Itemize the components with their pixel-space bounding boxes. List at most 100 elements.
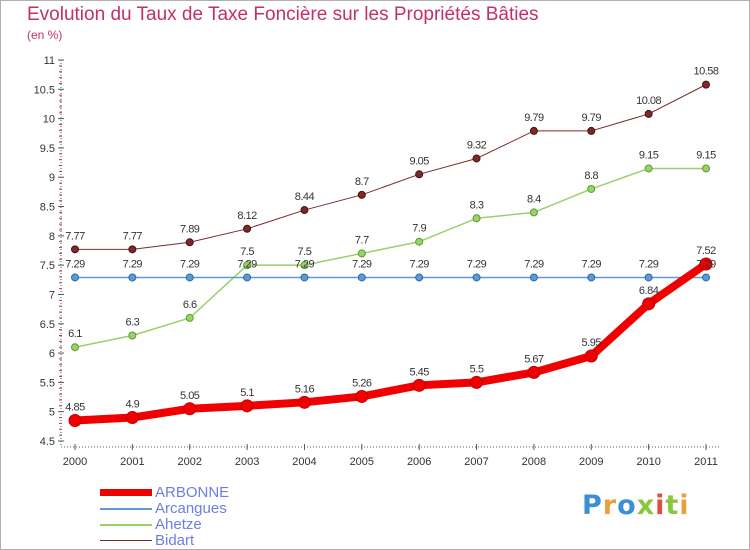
x-tick-label: 2009 xyxy=(579,456,603,468)
data-label-ahetze: 6.6 xyxy=(183,299,197,311)
y-tick-label: 10 xyxy=(43,114,55,126)
y-tick-label: 8.5 xyxy=(40,202,55,214)
data-label-arcangues: 7.29 xyxy=(467,258,487,270)
data-point-arbonne xyxy=(68,413,82,427)
data-point-arbonne xyxy=(412,378,426,392)
data-label-ahetze: 7.5 xyxy=(240,246,254,258)
y-tick-label: 6 xyxy=(49,348,55,360)
x-tick-label: 2001 xyxy=(120,456,144,468)
x-tick-label: 2008 xyxy=(522,456,546,468)
x-tick-label: 2006 xyxy=(407,456,431,468)
data-label-ahetze: 9.15 xyxy=(639,149,659,161)
y-tick-label: 10.5 xyxy=(34,84,55,96)
data-label-ahetze: 6.3 xyxy=(125,316,139,328)
legend-label: Bidart xyxy=(155,532,195,549)
legend-swatch xyxy=(100,524,152,526)
y-tick-label: 8 xyxy=(49,231,55,243)
data-point-arbonne xyxy=(584,349,598,363)
data-label-arcangues: 7.29 xyxy=(295,258,315,270)
data-label-arcangues: 7.29 xyxy=(123,258,143,270)
data-point-ahetze xyxy=(472,214,481,223)
data-label-arbonne: 5.45 xyxy=(409,366,429,378)
y-tick-label: 7 xyxy=(49,289,55,301)
data-point-arcangues xyxy=(128,273,137,282)
data-label-ahetze: 7.7 xyxy=(355,234,369,246)
data-label-arbonne: 5.16 xyxy=(295,383,315,395)
legend-item-ahetze: Ahetze xyxy=(100,517,300,533)
logo-letter: P xyxy=(582,490,603,521)
data-label-arcangues: 7.29 xyxy=(524,258,544,270)
y-tick-label: 4.5 xyxy=(40,436,55,448)
data-point-arcangues xyxy=(472,273,481,282)
data-label-arcangues: 7.29 xyxy=(237,258,257,270)
data-label-ahetze: 8.3 xyxy=(470,199,484,211)
legend-swatch xyxy=(100,489,152,496)
x-tick-label: 2011 xyxy=(694,456,718,468)
data-point-arcangues xyxy=(185,273,194,282)
data-label-bidart: 9.79 xyxy=(524,112,544,124)
data-label-bidart: 9.79 xyxy=(582,112,602,124)
data-label-arcangues: 7.29 xyxy=(409,258,429,270)
data-point-ahetze xyxy=(300,261,309,270)
y-tick-label: 11 xyxy=(44,55,55,67)
data-label-bidart: 8.7 xyxy=(355,176,369,188)
data-label-ahetze: 8.8 xyxy=(584,170,598,182)
legend-label: Arcangues xyxy=(155,500,227,517)
data-point-ahetze xyxy=(71,343,79,352)
y-tick-label: 5.5 xyxy=(40,377,55,389)
data-point-bidart xyxy=(644,109,653,118)
x-tick-label: 2000 xyxy=(63,456,87,468)
data-label-bidart: 10.08 xyxy=(636,95,661,107)
legend-item-arbonne: ARBONNE xyxy=(100,485,300,501)
logo-letter: o xyxy=(617,490,637,521)
data-point-arbonne xyxy=(527,365,541,379)
x-tick-label: 2002 xyxy=(177,456,201,468)
data-point-ahetze xyxy=(128,331,137,340)
data-label-ahetze: 7.5 xyxy=(298,246,312,258)
data-label-arbonne: 5.5 xyxy=(470,363,484,375)
data-label-ahetze: 9.15 xyxy=(696,149,716,161)
logo-letter: x xyxy=(636,490,656,521)
data-label-bidart: 7.89 xyxy=(180,223,200,235)
data-label-ahetze: 7.9 xyxy=(412,223,426,235)
data-point-arcangues xyxy=(71,273,79,282)
data-point-arbonne xyxy=(355,389,369,403)
data-point-arcangues xyxy=(415,273,424,282)
data-point-bidart xyxy=(243,224,252,233)
data-point-ahetze xyxy=(702,164,710,173)
unit-label: (en %) xyxy=(27,28,63,42)
series-line-ahetze xyxy=(74,167,707,348)
data-point-arcangues xyxy=(243,273,252,282)
data-label-ahetze: 6.1 xyxy=(68,328,82,340)
data-point-ahetze xyxy=(357,249,366,258)
data-point-arbonne xyxy=(642,297,656,311)
data-point-arbonne xyxy=(699,257,713,271)
data-point-bidart xyxy=(472,154,481,163)
y-tick-label: 9 xyxy=(49,172,55,184)
data-label-arcangues: 7.29 xyxy=(696,258,716,270)
data-point-bidart xyxy=(587,126,596,135)
data-label-ahetze: 8.4 xyxy=(527,193,541,205)
data-point-arcangues xyxy=(644,273,653,282)
x-tick-label: 2003 xyxy=(235,456,259,468)
data-point-arcangues xyxy=(702,273,710,282)
data-point-bidart xyxy=(702,80,710,89)
x-tick-label: 2005 xyxy=(350,456,374,468)
logo-letter: t xyxy=(665,490,680,521)
data-point-ahetze xyxy=(529,208,538,217)
data-label-arbonne: 5.67 xyxy=(524,353,544,365)
data-point-arcangues xyxy=(357,273,366,282)
legend-swatch xyxy=(100,508,152,510)
data-point-ahetze xyxy=(185,313,194,322)
data-point-ahetze xyxy=(415,237,424,246)
y-tick-label: 6.5 xyxy=(40,319,55,331)
data-point-arcangues xyxy=(529,273,538,282)
proxiti-logo: Proxiti xyxy=(582,490,690,521)
data-point-bidart xyxy=(128,245,137,254)
logo-letter: i xyxy=(655,490,666,521)
data-point-arbonne xyxy=(125,411,139,425)
legend-item-arcangues: Arcangues xyxy=(100,501,300,517)
legend-item-bidart: Bidart xyxy=(100,533,300,549)
